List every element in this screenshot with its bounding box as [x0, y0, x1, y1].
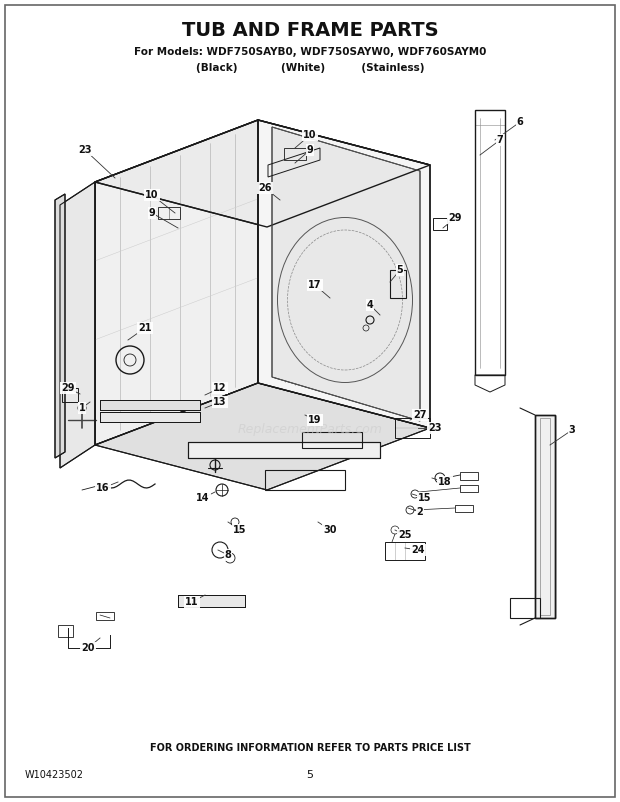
Text: 29: 29: [61, 383, 75, 393]
Text: 11: 11: [185, 597, 199, 607]
Bar: [62, 388, 78, 402]
Text: 25: 25: [398, 530, 412, 540]
Text: 3: 3: [569, 425, 575, 435]
Text: 19: 19: [308, 415, 322, 425]
Text: 24: 24: [411, 545, 425, 555]
Text: 16: 16: [96, 483, 110, 493]
Text: 10: 10: [303, 130, 317, 140]
Text: 26: 26: [259, 183, 272, 193]
Text: 30: 30: [323, 525, 337, 535]
Bar: [284, 148, 306, 160]
Text: 8: 8: [224, 550, 231, 560]
Bar: [460, 472, 478, 480]
Bar: [433, 218, 447, 230]
Text: 15: 15: [233, 525, 247, 535]
Polygon shape: [258, 120, 430, 428]
Text: 21: 21: [138, 323, 152, 333]
Polygon shape: [100, 412, 200, 422]
Text: 14: 14: [197, 493, 210, 503]
Text: 2: 2: [417, 507, 423, 517]
Polygon shape: [272, 127, 420, 421]
Text: W10423502: W10423502: [25, 770, 84, 780]
Polygon shape: [95, 120, 258, 445]
Polygon shape: [178, 595, 245, 607]
Text: 4: 4: [366, 300, 373, 310]
Text: 23: 23: [428, 423, 441, 433]
Text: 5: 5: [306, 770, 314, 780]
Text: (Black)            (White)          (Stainless): (Black) (White) (Stainless): [196, 63, 424, 73]
Text: 7: 7: [497, 135, 503, 145]
Polygon shape: [95, 120, 430, 227]
Polygon shape: [100, 400, 200, 410]
Bar: [58, 625, 73, 637]
Text: TUB AND FRAME PARTS: TUB AND FRAME PARTS: [182, 21, 438, 39]
Text: 18: 18: [438, 477, 452, 487]
Polygon shape: [60, 182, 95, 468]
Text: For Models: WDF750SAYB0, WDF750SAYW0, WDF760SAYM0: For Models: WDF750SAYB0, WDF750SAYW0, WD…: [134, 47, 486, 57]
Text: 12: 12: [213, 383, 227, 393]
Bar: [158, 207, 180, 219]
Text: 5: 5: [397, 265, 404, 275]
Text: FOR ORDERING INFORMATION REFER TO PARTS PRICE LIST: FOR ORDERING INFORMATION REFER TO PARTS …: [149, 743, 471, 753]
Text: 10: 10: [145, 190, 159, 200]
Text: 20: 20: [81, 643, 95, 653]
Bar: [460, 485, 478, 492]
Polygon shape: [55, 194, 65, 458]
Text: 6: 6: [516, 117, 523, 127]
Polygon shape: [95, 383, 430, 490]
Text: 27: 27: [414, 410, 427, 420]
Polygon shape: [188, 442, 380, 458]
Text: 13: 13: [213, 397, 227, 407]
Text: 17: 17: [308, 280, 322, 290]
Text: 23: 23: [78, 145, 92, 155]
Text: 9: 9: [149, 208, 156, 218]
Polygon shape: [535, 415, 555, 618]
Bar: [390, 270, 406, 298]
Bar: [96, 612, 114, 620]
Text: 9: 9: [307, 145, 313, 155]
Bar: [455, 505, 473, 512]
Text: 15: 15: [418, 493, 432, 503]
Text: 29: 29: [448, 213, 462, 223]
Text: ReplacementParts.com: ReplacementParts.com: [237, 423, 383, 436]
Text: 1: 1: [79, 403, 86, 413]
